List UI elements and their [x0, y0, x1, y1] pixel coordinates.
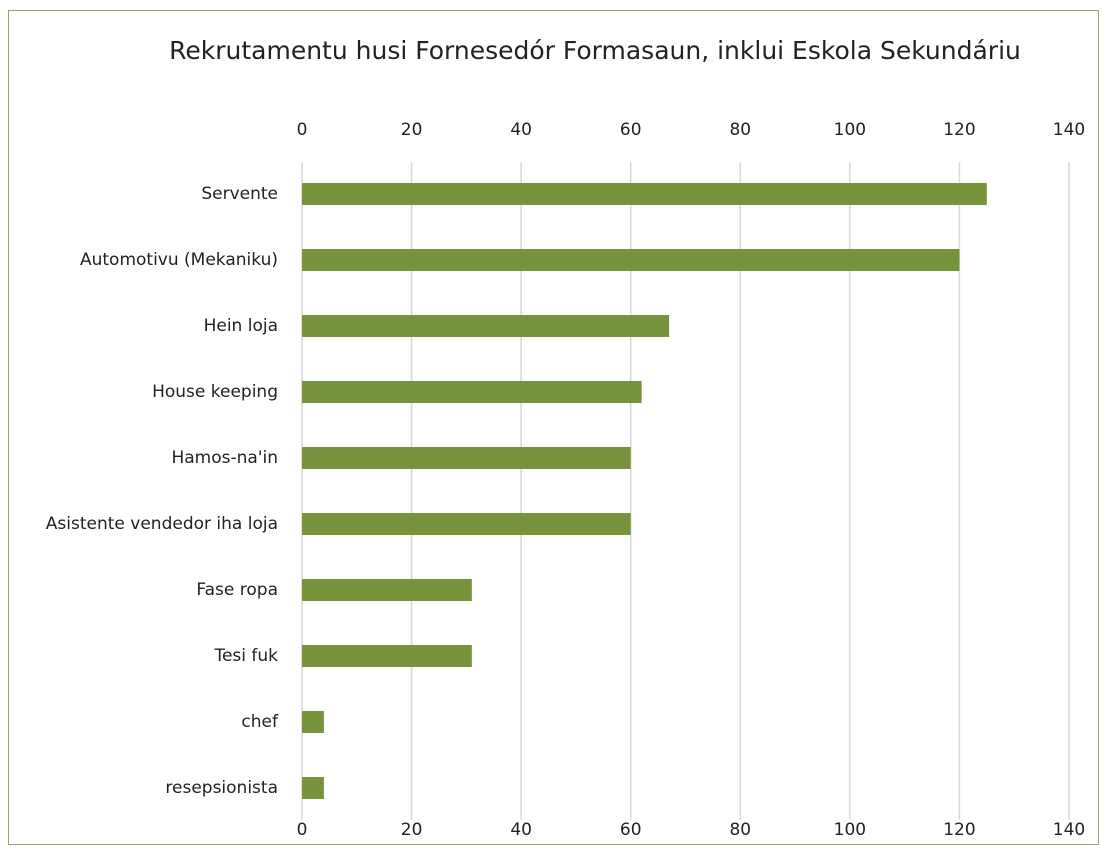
x-tick-label-top: 40	[510, 120, 532, 140]
x-tick-label-top: 120	[943, 120, 975, 140]
bar	[302, 381, 642, 403]
y-tick-label: Hamos-na'in	[171, 448, 278, 468]
x-tick-label-top: 80	[729, 120, 751, 140]
bar	[302, 777, 324, 799]
y-tick-label: resepsionista	[165, 778, 278, 798]
bar	[302, 645, 472, 667]
x-tick-label-top: 60	[620, 120, 642, 140]
x-tick-label-top: 0	[297, 120, 308, 140]
x-tick-label-bottom: 140	[1053, 820, 1085, 840]
y-tick-label: Asistente vendedor iha loja	[46, 514, 278, 534]
y-tick-label: Automotivu (Mekaniku)	[80, 250, 278, 270]
chart-title: Rekrutamentu husi Fornesedór Formasaun, …	[169, 36, 1021, 65]
bar	[302, 447, 631, 469]
bar	[302, 183, 987, 205]
bar	[302, 315, 670, 337]
bar	[302, 513, 631, 535]
x-tick-label-top: 20	[401, 120, 423, 140]
x-tick-label-bottom: 60	[620, 820, 642, 840]
x-tick-label-bottom: 20	[401, 820, 423, 840]
x-tick-label-bottom: 0	[297, 820, 308, 840]
x-tick-label-bottom: 40	[510, 820, 532, 840]
bar	[302, 249, 960, 271]
y-tick-label: House keeping	[152, 382, 278, 402]
y-tick-label: Tesi fuk	[213, 646, 278, 666]
x-tick-label-top: 140	[1053, 120, 1085, 140]
bar	[302, 579, 472, 601]
y-tick-label: chef	[241, 712, 279, 732]
x-tick-label-bottom: 80	[729, 820, 751, 840]
bar	[302, 711, 324, 733]
y-tick-label: Servente	[201, 184, 278, 204]
x-tick-label-bottom: 100	[834, 820, 866, 840]
y-tick-label: Fase ropa	[196, 580, 278, 600]
y-tick-label: Hein loja	[204, 316, 278, 336]
x-tick-label-bottom: 120	[943, 820, 975, 840]
x-tick-label-top: 100	[834, 120, 866, 140]
chart-border	[8, 10, 1099, 845]
